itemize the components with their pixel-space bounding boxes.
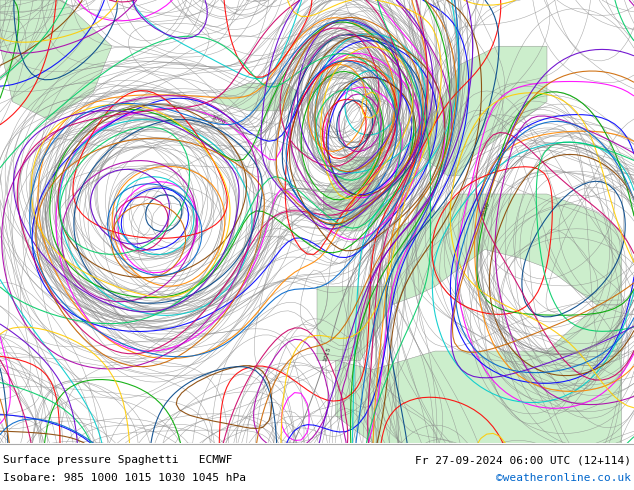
Polygon shape	[323, 157, 385, 231]
Text: ©weatheronline.co.uk: ©weatheronline.co.uk	[496, 473, 631, 483]
Polygon shape	[410, 46, 547, 175]
Polygon shape	[211, 83, 299, 111]
Text: Isobare: 985 1000 1015 1030 1045 hPa: Isobare: 985 1000 1015 1030 1045 hPa	[3, 473, 246, 483]
Polygon shape	[547, 305, 621, 351]
Text: 1030: 1030	[481, 201, 491, 218]
Polygon shape	[0, 0, 112, 120]
Polygon shape	[392, 194, 621, 305]
Text: Surface pressure Spaghetti   ECMWF: Surface pressure Spaghetti ECMWF	[3, 455, 233, 465]
Text: 985: 985	[364, 128, 376, 141]
Polygon shape	[317, 286, 392, 360]
Text: 1015: 1015	[322, 345, 332, 362]
Text: 1000: 1000	[210, 115, 226, 126]
Text: Fr 27-09-2024 06:00 UTC (12+114): Fr 27-09-2024 06:00 UTC (12+114)	[415, 455, 631, 465]
Polygon shape	[335, 351, 621, 443]
